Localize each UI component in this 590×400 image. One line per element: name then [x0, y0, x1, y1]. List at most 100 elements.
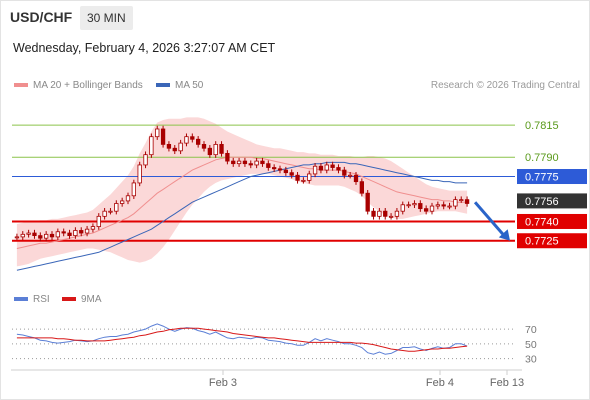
candle	[184, 136, 189, 144]
candle	[283, 169, 289, 174]
level-badge-support	[517, 213, 587, 229]
candle	[61, 231, 66, 234]
candle	[435, 204, 441, 207]
candle	[359, 181, 365, 194]
legend-ma20: MA 20 + Bollinger Bands	[14, 80, 143, 91]
candle	[307, 173, 312, 181]
candle	[242, 160, 248, 165]
legend-ma50: MA 50	[156, 80, 203, 91]
level-label-current: 0.7756	[525, 196, 559, 208]
candle	[254, 160, 259, 166]
candle	[277, 168, 283, 171]
datetime-label: Wednesday, February 4, 2026 3:27:07 AM C…	[13, 41, 276, 55]
candle	[32, 232, 37, 237]
candle	[73, 230, 78, 237]
candle	[219, 143, 224, 154]
legend-ma20-label: MA 20 + Bollinger Bands	[33, 80, 143, 91]
candle	[84, 228, 90, 234]
candle	[120, 200, 125, 204]
candle	[336, 167, 341, 171]
time-tick-label: Feb 13	[490, 377, 524, 389]
candle	[166, 143, 172, 149]
candle	[44, 233, 49, 239]
candle	[201, 143, 207, 149]
candle	[289, 172, 294, 176]
candle	[125, 195, 131, 202]
candle	[342, 169, 347, 176]
candle	[213, 143, 218, 156]
candle	[412, 203, 417, 206]
candle	[365, 192, 370, 212]
time-tick-label: Feb 3	[209, 377, 237, 389]
candle	[190, 136, 195, 140]
candle	[423, 208, 429, 212]
candle	[441, 204, 446, 207]
candle	[102, 210, 107, 217]
rsi-tick-label: 70	[525, 324, 537, 336]
candle	[248, 163, 253, 166]
candle	[90, 226, 96, 230]
candle	[236, 160, 242, 165]
candle	[178, 142, 183, 152]
level-label-resistance: 0.7815	[525, 120, 559, 132]
candle	[266, 163, 271, 168]
ma50-line	[16, 161, 468, 271]
symbol-label: USD/CHF	[10, 9, 73, 25]
candle	[149, 136, 154, 156]
legend-rsi-label: RSI	[33, 294, 50, 305]
rsi-ma9-line	[16, 327, 468, 352]
level-label-support: 0.7740	[525, 216, 559, 228]
candle	[137, 164, 142, 184]
ma20-swatch	[14, 83, 28, 88]
forecast-arrow-line	[473, 201, 508, 239]
candle	[318, 165, 324, 171]
ma50-swatch	[156, 83, 170, 88]
candle	[400, 204, 405, 212]
candle	[20, 233, 25, 238]
candle	[459, 199, 464, 202]
candle	[96, 215, 101, 228]
candle	[131, 182, 136, 197]
level-badge-support	[517, 233, 587, 249]
candle	[108, 210, 113, 213]
candle	[295, 174, 300, 181]
candle	[160, 128, 166, 145]
credit-text: Research © 2026 Trading Central	[430, 80, 580, 91]
ma20-line	[16, 156, 468, 249]
candle	[464, 199, 470, 204]
legend-ma9: 9MA	[62, 294, 102, 305]
level-label-resistance: 0.7790	[525, 152, 559, 164]
candle	[377, 210, 382, 217]
candle	[260, 160, 265, 165]
candle	[49, 233, 55, 238]
time-tick-label: Feb 4	[426, 377, 454, 389]
candle	[155, 128, 160, 138]
candle	[67, 232, 72, 237]
candle	[347, 174, 353, 177]
candle	[55, 231, 61, 238]
level-label-support: 0.7725	[525, 236, 559, 248]
candle	[38, 235, 43, 239]
forecast-arrow-head	[498, 229, 510, 241]
candle	[271, 167, 277, 170]
candle	[143, 154, 148, 166]
level-badge-pivot	[517, 169, 587, 185]
timeframe-button[interactable]: 30 MIN	[80, 6, 133, 30]
candle	[330, 164, 335, 168]
candle	[453, 199, 458, 207]
candle	[394, 210, 400, 217]
candle	[324, 164, 329, 171]
candle	[172, 147, 177, 152]
candle	[79, 230, 84, 234]
candle	[26, 232, 31, 235]
candle	[207, 147, 212, 156]
level-label-pivot: 0.7775	[525, 172, 559, 184]
candle	[406, 204, 411, 207]
rsi-swatch	[14, 297, 28, 302]
candle	[301, 179, 306, 182]
candle	[371, 210, 376, 217]
candle	[353, 174, 359, 183]
candle	[383, 210, 388, 217]
candle	[447, 205, 452, 208]
